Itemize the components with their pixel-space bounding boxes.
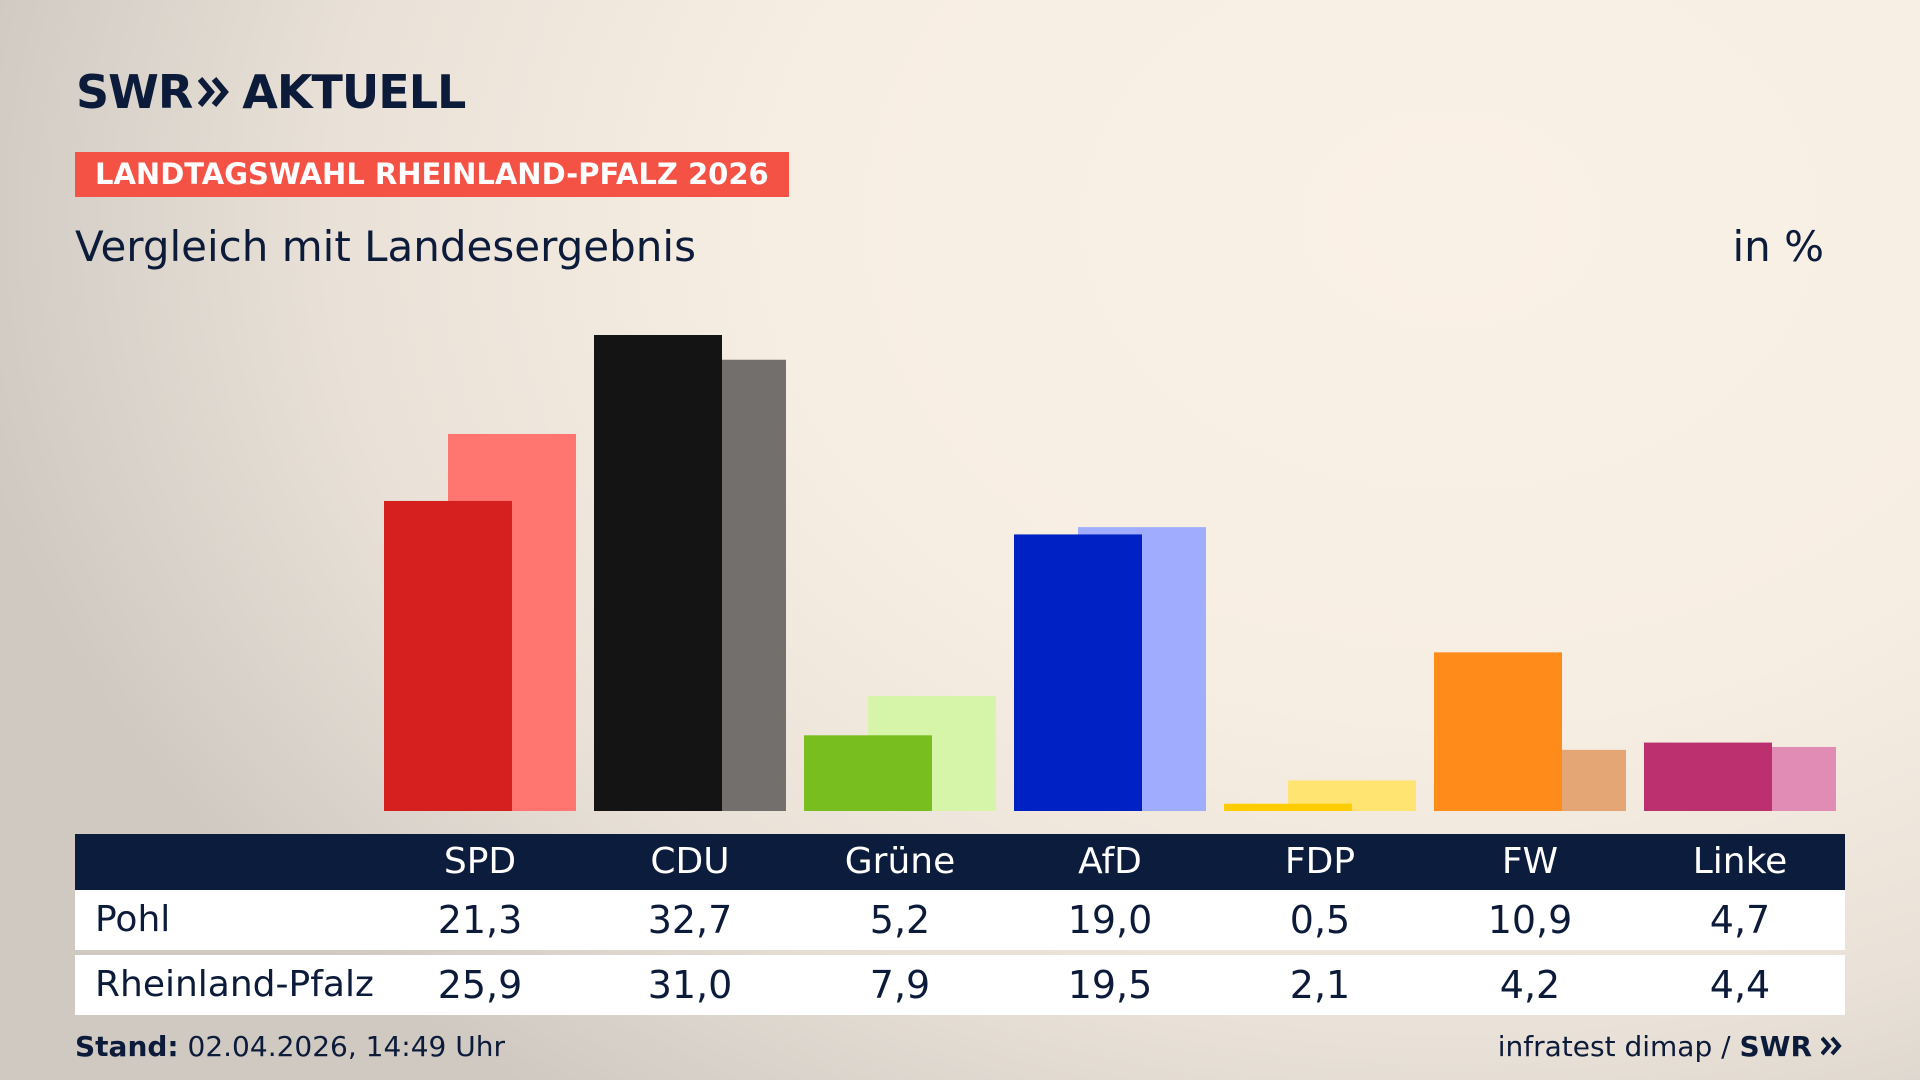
chart-subtitle: Vergleich mit Landesergebnis	[75, 222, 696, 271]
election-badge: LANDTAGSWAHL RHEINLAND-PFALZ 2026	[75, 152, 789, 197]
stand-label: Stand:	[75, 1030, 179, 1063]
results-table: SPD CDU Grüne AfD FDP FW Linke Pohl 21,3 32,7 5,…	[75, 834, 1845, 1015]
row-label-pohl: Pohl	[95, 899, 171, 940]
value-pohl-linke: 4,7	[1709, 898, 1771, 942]
row-label-rheinland-pfalz: Rheinland-Pfalz	[95, 964, 374, 1005]
stand-value: 02.04.2026, 14:49 Uhr	[187, 1030, 505, 1063]
logo-swr-text: SWR	[76, 65, 193, 119]
value-pohl-grüne: 5,2	[869, 898, 931, 942]
value-rlp-fdp: 2,1	[1289, 963, 1351, 1007]
unit-label: in %	[1732, 222, 1824, 271]
column-header-spd: SPD	[443, 841, 517, 882]
value-pohl-fdp: 0,5	[1289, 898, 1351, 942]
swr-aktuell-logo: SWR AKTUELL	[76, 65, 466, 119]
logo-aktuell-text: AKTUELL	[242, 65, 466, 119]
bar-pohl-grüne	[804, 735, 932, 811]
source: infratest dimap / SWR	[1498, 1030, 1845, 1063]
column-header-linke: Linke	[1692, 841, 1788, 882]
bar-pohl-cdu	[594, 335, 722, 811]
timestamp: Stand: 02.04.2026, 14:49 Uhr	[75, 1030, 505, 1063]
value-pohl-spd: 21,3	[437, 898, 523, 942]
table-row-rheinland-pfalz: Rheinland-Pfalz 25,9 31,0 7,9 19,5 2,1 4,2 4,4	[75, 955, 1845, 1015]
column-header-afd: AfD	[1078, 841, 1142, 882]
bar-pohl-afd	[1014, 534, 1142, 811]
value-pohl-cdu: 32,7	[647, 898, 733, 942]
value-pohl-afd: 19,0	[1067, 898, 1153, 942]
bar-pohl-fw	[1434, 652, 1562, 811]
column-header-fdp: FDP	[1284, 841, 1356, 882]
source-logo-text: SWR	[1739, 1030, 1813, 1063]
table-header: SPD CDU Grüne AfD FDP FW Linke	[75, 834, 1845, 890]
bar-pohl-linke	[1644, 742, 1772, 811]
chevrons-icon	[198, 65, 232, 119]
value-rlp-cdu: 31,0	[647, 963, 733, 1007]
value-rlp-fw: 4,2	[1499, 963, 1561, 1007]
value-rlp-spd: 25,9	[437, 963, 523, 1007]
value-rlp-linke: 4,4	[1709, 963, 1771, 1007]
bar-pohl-fdp	[1224, 803, 1352, 811]
source-text: infratest dimap /	[1497, 1030, 1731, 1063]
column-header-grüne: Grüne	[844, 841, 956, 882]
column-header-fw: FW	[1501, 841, 1559, 882]
bar-pohl-spd	[384, 500, 512, 811]
value-pohl-fw: 10,9	[1487, 898, 1573, 942]
source-chevrons-icon	[1820, 1036, 1842, 1056]
bar-chart	[384, 335, 1836, 811]
table-row-pohl: Pohl 21,3 32,7 5,2 19,0 0,5 10,9 4,7	[75, 890, 1845, 950]
value-rlp-afd: 19,5	[1067, 963, 1153, 1007]
column-header-cdu: CDU	[650, 841, 730, 882]
value-rlp-grüne: 7,9	[869, 963, 931, 1007]
